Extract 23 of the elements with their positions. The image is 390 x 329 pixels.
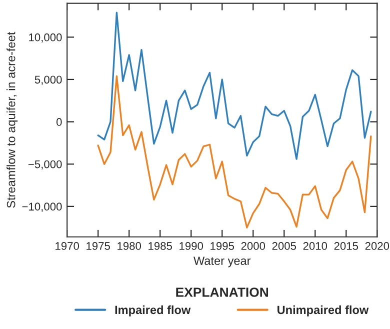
- x-tick-label: 1990: [180, 242, 204, 250]
- legend-title: EXPLANATION: [176, 288, 268, 297]
- x-tick-label: 1975: [86, 242, 110, 250]
- y-tick-label: 10,000: [29, 33, 62, 43]
- y-tick-label: 0: [56, 118, 62, 126]
- x-tick-label: 1985: [148, 242, 172, 250]
- x-tick-label: 1970: [56, 242, 80, 250]
- x-tick-label: 2010: [303, 242, 328, 250]
- y-tick-label: −10,000: [22, 202, 62, 212]
- y-axis-title: Streamflow to aquifer, in acre-feet: [6, 32, 18, 208]
- x-tick-label: 2020: [365, 242, 390, 250]
- legend-label: Unimpaired flow: [278, 305, 369, 316]
- x-tick-label: 2000: [241, 242, 266, 250]
- legend-label: Impaired flow: [115, 305, 191, 316]
- y-tick-label: 5,000: [34, 76, 62, 85]
- x-tick-label: 1980: [118, 242, 142, 250]
- y-tick-label: −5,000: [28, 160, 62, 170]
- x-tick-label: 1995: [210, 242, 234, 250]
- x-tick-label: 2015: [334, 242, 358, 250]
- line-series: [97, 12, 372, 160]
- line-series: [97, 75, 372, 228]
- x-axis-title: Water year: [194, 256, 251, 268]
- x-tick-label: 2005: [272, 242, 296, 250]
